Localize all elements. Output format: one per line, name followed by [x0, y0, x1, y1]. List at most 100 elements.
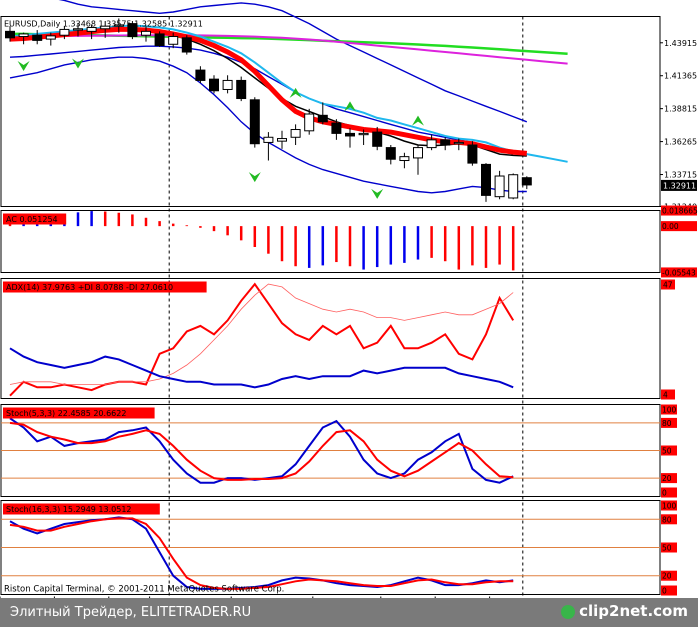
candle-body — [331, 122, 342, 134]
stoch1-tick-bg — [661, 487, 677, 498]
candle-body — [195, 69, 206, 81]
clip2net-logo-icon — [561, 604, 576, 619]
ac-header-label-bg — [3, 213, 67, 225]
copyright-watermark: Riston Capital Terminal, © 2001-2011 Met… — [4, 585, 284, 595]
candle-body — [222, 79, 233, 90]
stoch2-header-label-bg — [3, 503, 160, 515]
adx-tick-bg — [661, 389, 675, 400]
candle — [481, 163, 491, 202]
stoch1-tick-bg — [661, 445, 677, 456]
adx-header-label: ADX(14) 37.9763 +DI 8.0788 -DI 27.0610 — [6, 283, 173, 292]
stoch1-line-signal — [9, 421, 514, 481]
fractal-down-arrow — [371, 188, 384, 199]
candle — [521, 176, 532, 190]
stoch1-tick-bg — [661, 417, 677, 428]
price-tick-label: 1.41365 — [664, 72, 697, 81]
candle-body — [168, 36, 179, 45]
fractal-up-arrow — [289, 87, 302, 98]
candle-body — [59, 28, 70, 36]
candle-body — [86, 26, 97, 32]
candle — [399, 152, 410, 169]
candle — [154, 31, 165, 47]
candle-body — [100, 25, 111, 30]
candle-body — [358, 132, 369, 136]
price-tick-label: 1.43915 — [664, 39, 697, 48]
candle — [494, 170, 505, 200]
ac-header-label: AC 0.051254 — [6, 215, 58, 224]
last-price-marker-bg — [661, 179, 697, 191]
candle — [290, 124, 301, 146]
panel-ac-frame — [0, 210, 661, 273]
stoch2-line-signal — [9, 517, 514, 590]
candle — [317, 102, 328, 125]
candle-body — [372, 131, 383, 147]
stoch2-tick-bg — [661, 514, 677, 525]
candle-body — [481, 163, 491, 196]
stoch1-tick-label: 80 — [662, 419, 672, 428]
fractal-up-arrow — [344, 101, 356, 112]
candle — [345, 128, 355, 148]
candle — [467, 141, 478, 166]
footer-site-text: Элитный Трейдер, ELITETRADER.RU — [10, 605, 252, 620]
candle — [181, 35, 192, 55]
fractal-down-arrow — [72, 58, 84, 69]
fractal-down-arrow — [17, 61, 30, 72]
adx-tick-label: 47 — [663, 281, 673, 290]
candle — [385, 145, 396, 165]
candle-body — [304, 113, 315, 132]
candle — [32, 30, 43, 45]
clip2net-logo-text: clip2net.com — [579, 602, 688, 620]
stoch2-tick-label: 20 — [662, 572, 672, 581]
candle — [141, 26, 151, 42]
candle-body — [5, 30, 15, 39]
candle — [100, 21, 111, 38]
candle — [73, 23, 83, 37]
price-tick-label: 1.36265 — [664, 138, 697, 147]
candle-body — [209, 78, 219, 92]
stoch2-tick-bg — [661, 585, 677, 596]
candle-body — [453, 141, 464, 145]
candle-body — [317, 114, 328, 123]
candle-body — [385, 147, 396, 160]
candle — [440, 137, 451, 151]
candle — [249, 97, 260, 148]
stoch1-header-label-bg — [3, 407, 155, 419]
candle — [263, 132, 274, 161]
candle — [113, 18, 124, 33]
candle-body — [290, 129, 301, 138]
candle-body — [127, 23, 138, 38]
adx-header-label-bg — [3, 281, 207, 293]
candle — [331, 119, 342, 140]
candle — [5, 26, 15, 42]
ma-magenta-line — [9, 34, 568, 65]
last-price-marker: 1.32911 — [663, 181, 696, 190]
candle-body — [181, 37, 192, 53]
candle — [209, 75, 219, 94]
candle — [372, 126, 383, 151]
ac-tick-label: -0.05543 — [662, 268, 696, 277]
bollinger-upper-line — [58, 0, 528, 123]
candle — [127, 21, 138, 40]
candle-body — [467, 144, 478, 164]
candle — [358, 129, 369, 146]
candle-body — [508, 174, 519, 199]
stoch1-tick-bg — [661, 473, 677, 484]
ac-tick-bg — [661, 205, 697, 216]
adx-tick-label: 4 — [663, 391, 668, 400]
candle — [277, 130, 287, 149]
fractal-up-arrow — [412, 115, 424, 126]
candle-body — [18, 33, 29, 38]
candle — [413, 145, 423, 175]
candle-body — [277, 138, 287, 142]
stoch2-tick-bg — [661, 570, 677, 581]
candle — [426, 134, 437, 151]
candle — [222, 75, 233, 94]
stoch2-tick-label: 0 — [662, 587, 667, 596]
candle-body — [263, 136, 274, 143]
adx-line-DI — [9, 347, 514, 389]
price-tick-label: 1.33715 — [664, 171, 697, 180]
adx-line-ADX — [9, 283, 514, 385]
price-header-label: EURUSD,Daily 1.33468 1.33575 1.32585 1.3… — [4, 20, 203, 29]
candle — [195, 66, 206, 84]
candle — [508, 173, 519, 200]
